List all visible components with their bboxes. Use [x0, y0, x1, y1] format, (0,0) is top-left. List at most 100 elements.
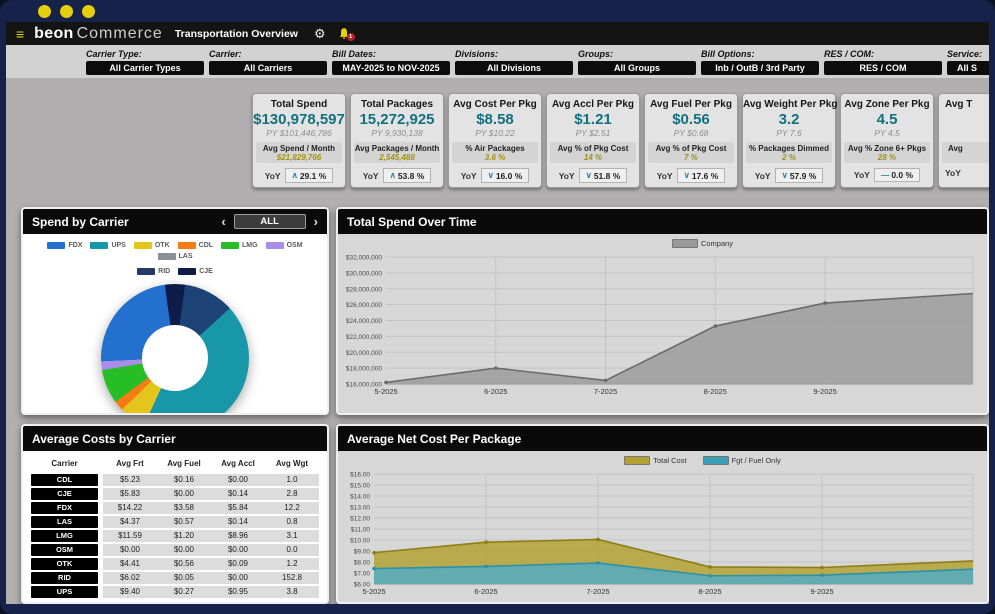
kpi-sub-value: 2 % — [782, 153, 796, 162]
kpi-prior-year: PY 7.6 — [776, 128, 802, 138]
all-carriers-button[interactable]: ALL — [233, 214, 306, 229]
carrier-cell-las[interactable]: LAS — [31, 516, 98, 528]
table-row-las: LAS $4.37 $0.57 $0.14 0.8 — [31, 516, 319, 528]
carrier-cell-fdx[interactable]: FDX — [31, 502, 98, 514]
legend-item-cje[interactable]: CJE — [178, 268, 213, 275]
svg-text:9-2025: 9-2025 — [813, 387, 836, 396]
kpi-prior-year: PY $0.68 — [673, 128, 709, 138]
kpi-title: Total Spend — [270, 99, 328, 110]
kpi-card-total-packages: Total Packages 15,272,925 PY 9,930,138 Avg … — [350, 93, 444, 188]
svg-text:$11.00: $11.00 — [351, 527, 371, 534]
kpi-title: Avg Weight Per Pkg — [743, 99, 838, 110]
filter-label-service: Service: — [947, 48, 983, 59]
legend-item-fgt-fuel-only[interactable]: Fgt / Fuel Only — [702, 455, 781, 465]
filter-dropdown-bill-options[interactable]: Inb / OutB / 3rd Party — [701, 60, 819, 75]
legend-item-total-cost[interactable]: Total Cost — [624, 455, 687, 465]
kpi-sub-metric: Avg Spend / Month $21,829,766 — [256, 142, 342, 163]
kpi-yoy-value: ∨ 17.6 % — [676, 168, 726, 183]
kpi-sub-metric: Avg Packages / Month 2,545,488 — [354, 142, 440, 163]
kpi-yoy-row: YoY ∧ 53.8 % — [351, 168, 443, 183]
avg-frt-cell: $6.02 — [103, 572, 157, 584]
kpi-yoy-value: ∨ 16.0 % — [480, 168, 530, 183]
table-header-row: Carrier Avg Frt Avg Fuel Avg Accl Avg Wgt — [31, 458, 319, 470]
filter-dropdown-bill-dates[interactable]: MAY-2025 to NOV-2025 — [332, 60, 450, 75]
carrier-cell-cje[interactable]: CJE — [31, 488, 98, 500]
avg-fuel-cell: $0.00 — [157, 544, 211, 556]
kpi-title: Avg Zone Per Pkg — [844, 99, 930, 110]
filter-dropdown-groups[interactable]: All Groups — [578, 60, 696, 75]
legend-swatch-osm — [265, 242, 284, 249]
svg-text:$15.00: $15.00 — [350, 483, 370, 490]
filter-label-carrier-type: Carrier Type: — [86, 48, 142, 59]
yoy-percent: 57.9 % — [789, 170, 817, 181]
svg-text:5-2025: 5-2025 — [374, 387, 397, 396]
spend-donut-chart[interactable] — [101, 284, 249, 413]
avg-wgt-cell: 0.0 — [265, 544, 319, 556]
logo-commerce: Commerce — [76, 24, 163, 42]
kpi-sub-metric: Avg — [942, 142, 989, 163]
total-spend-chart: $32,000,000 $30,000,000 $28,000,000 $26,000… — [346, 255, 974, 396]
avg-net-cost-legend: Total Cost Fgt / Fuel Only — [378, 451, 987, 469]
svg-text:$8.00: $8.00 — [354, 560, 371, 567]
legend-item-company[interactable]: Company — [671, 238, 733, 248]
legend-item-las[interactable]: LAS — [157, 253, 193, 260]
avg-costs-title: Average Costs by Carrier — [32, 431, 176, 446]
hamburger-menu-icon[interactable]: ≡ — [16, 25, 25, 42]
carrier-cell-cdl[interactable]: CDL — [31, 474, 98, 486]
svg-text:$10.00: $10.00 — [350, 538, 370, 545]
kpi-value — [939, 111, 989, 128]
carrier-cell-ups[interactable]: UPS — [31, 586, 98, 598]
kpi-title: Total Packages — [360, 99, 434, 110]
kpi-card-avg-accl-per-pkg: Avg Accl Per Pkg $1.21 PY $2.51 Avg % of Pk… — [546, 93, 640, 188]
notifications-bell-icon[interactable]: 1 — [338, 27, 355, 41]
avg-net-cost-panel: Average Net Cost Per Package Total Cost F… — [336, 424, 989, 604]
legend-item-fdx[interactable]: FDX — [47, 242, 82, 249]
dashboard-body: Total Spend $130,978,597 PY $101,446,786 Av… — [6, 78, 989, 604]
legend-item-otk[interactable]: OTK — [133, 242, 170, 249]
window-control-dot[interactable] — [38, 4, 51, 18]
legend-item-cdl[interactable]: CDL — [177, 242, 213, 249]
kpi-prior-year: PY $10.22 — [475, 128, 515, 138]
kpi-yoy-label: YoY — [558, 170, 575, 181]
next-chevron-icon[interactable]: › — [313, 214, 318, 229]
legend-label: OSM — [286, 242, 303, 249]
legend-item-ups[interactable]: UPS — [90, 242, 126, 249]
carrier-cell-rid[interactable]: RID — [31, 572, 98, 584]
avg-frt-cell: $0.00 — [103, 544, 157, 556]
legend-item-osm[interactable]: OSM — [265, 242, 303, 249]
legend-item-lmg[interactable]: LMG — [221, 242, 258, 249]
filter-dropdown-carrier[interactable]: All Carriers — [209, 60, 327, 75]
legend-swatch-fdx — [47, 242, 66, 249]
kpi-yoy-row: YoY ∨ 51.8 % — [547, 168, 639, 183]
window-control-dot[interactable] — [60, 4, 73, 18]
window-control-dot[interactable] — [82, 4, 95, 18]
legend-label: LMG — [242, 242, 258, 249]
legend-item-rid[interactable]: RID — [137, 268, 170, 275]
kpi-yoy-value: ∧ 29.1 % — [284, 168, 334, 183]
filter-label-res-com: RES / COM: — [824, 48, 875, 59]
settings-gear-icon[interactable]: ⚙ — [313, 26, 326, 41]
carrier-cell-osm[interactable]: OSM — [31, 544, 98, 556]
carrier-cell-otk[interactable]: OTK — [31, 558, 98, 570]
filter-group-bill-dates: Bill Dates: MAY-2025 to NOV-2025 — [332, 49, 450, 75]
kpi-sub-label: Avg % of Pkg Cost — [557, 144, 629, 153]
kpi-prior-year — [939, 128, 989, 138]
filter-dropdown-res-com[interactable]: RES / COM — [824, 60, 942, 75]
carrier-cell-lmg[interactable]: LMG — [31, 530, 98, 542]
filter-dropdown-divisions[interactable]: All Divisions — [455, 60, 573, 75]
avg-fuel-cell: $0.56 — [157, 558, 211, 570]
filter-dropdown-carrier-type[interactable]: All Carrier Types — [86, 60, 204, 75]
table-row-cje: CJE $5.83 $0.00 $0.14 2.8 — [31, 488, 319, 500]
yoy-percent: 29.1 % — [299, 170, 327, 181]
avg-wgt-cell: 152.8 — [265, 572, 319, 584]
filter-group-carrier: Carrier: All Carriers — [209, 49, 327, 75]
kpi-sub-metric: Avg % Zone 6+ Pkgs 28 % — [844, 142, 930, 163]
kpi-title: Avg Fuel Per Pkg — [650, 99, 732, 110]
kpi-yoy-row: YoY ∨ 17.6 % — [645, 168, 737, 183]
logo-beon: beon — [34, 24, 74, 42]
prev-chevron-icon[interactable]: ‹ — [221, 214, 226, 229]
filter-dropdown-service[interactable]: All S — [947, 60, 989, 75]
filter-bar: Carrier Type: All Carrier Types Carrier: Al… — [6, 45, 989, 78]
svg-text:$6.00: $6.00 — [354, 582, 371, 589]
avg-net-cost-header: Average Net Cost Per Package — [338, 426, 987, 451]
